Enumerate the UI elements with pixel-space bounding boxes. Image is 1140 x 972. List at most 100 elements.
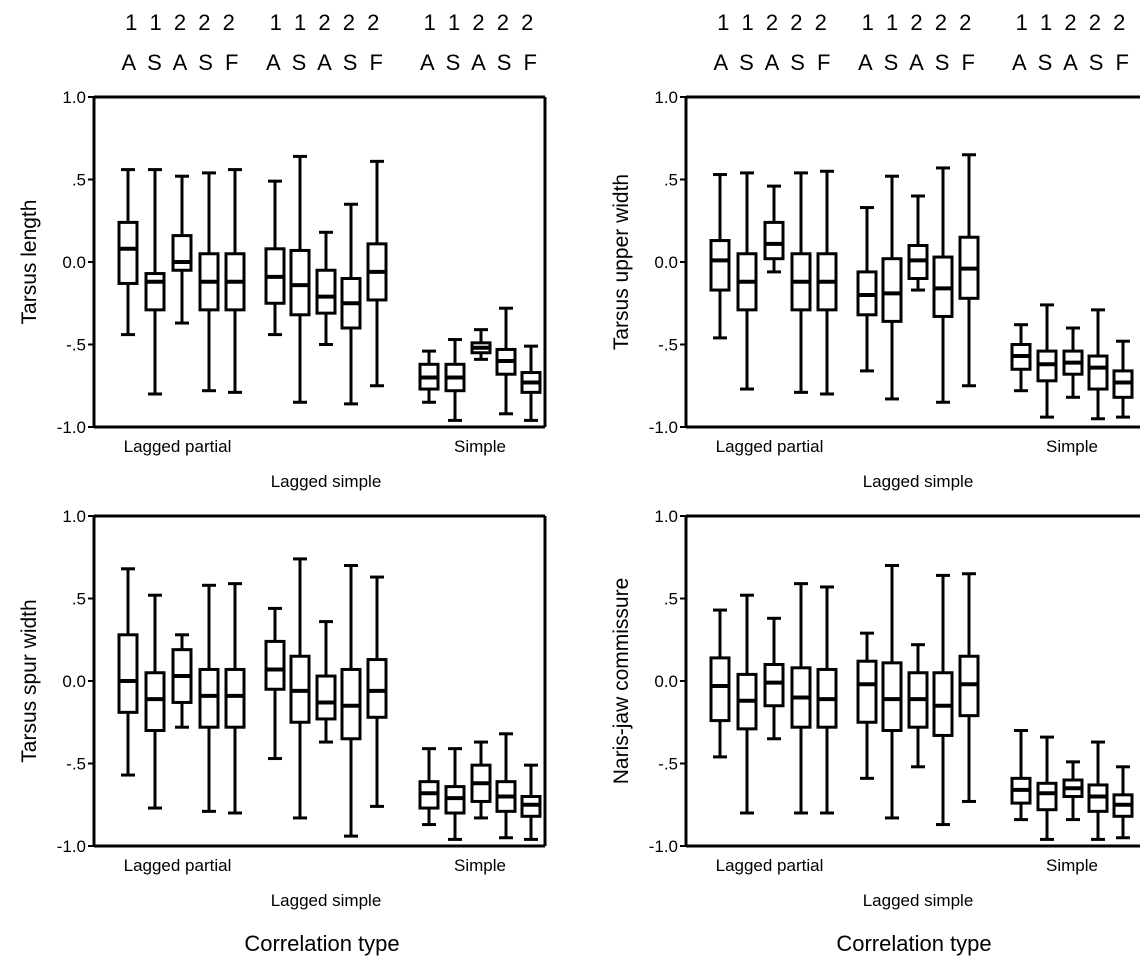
group-type-label: A S A S F <box>122 50 242 75</box>
x-category-label: Simple <box>454 856 506 875</box>
iqr-box <box>315 674 337 721</box>
box-2S <box>790 171 812 394</box>
iqr-box <box>144 272 166 312</box>
y-tick-label: 0.0 <box>62 672 86 691</box>
box-2F <box>1112 765 1134 840</box>
box-1A <box>1010 323 1032 393</box>
x-category-label: Lagged partial <box>124 856 232 875</box>
box-1S <box>881 174 903 401</box>
x-category-label: Lagged simple <box>271 891 382 910</box>
group-period-label: 1 1 2 2 2 <box>270 10 383 35</box>
chart-panel: 1.0 .5 0.0 -.5 -1.0 Tarsus spur width Lagged p… <box>18 507 547 910</box>
iqr-box <box>763 220 785 261</box>
y-axis-label: Naris-jaw commissure <box>610 578 633 785</box>
box-2S <box>1087 308 1109 421</box>
y-tick-label: 0.0 <box>654 672 678 691</box>
x-category-label: Simple <box>1046 437 1098 456</box>
x-category-label: Simple <box>1046 856 1098 875</box>
y-tick-label: -1.0 <box>57 837 86 856</box>
box-2A <box>171 633 193 729</box>
box-2S <box>790 582 812 815</box>
iqr-box <box>117 220 139 285</box>
iqr-box <box>171 234 193 272</box>
box-2A <box>1062 760 1084 822</box>
box-2S <box>495 306 517 416</box>
y-tick-label: .5 <box>664 590 678 609</box>
chart-panel: 1.0 .5 0.0 -.5 -1.0 Tarsus length Lagged parti… <box>18 88 547 491</box>
box-1A <box>856 631 878 780</box>
y-tick-label: .5 <box>72 590 86 609</box>
box-1A <box>264 179 286 337</box>
box-2F <box>366 159 388 388</box>
box-2F <box>224 168 246 394</box>
iqr-box <box>709 239 731 292</box>
box-2F <box>816 585 838 815</box>
box-2F <box>520 344 542 422</box>
y-tick-label: 1.0 <box>654 507 678 526</box>
box-2F <box>958 572 980 803</box>
box-1A <box>117 567 139 777</box>
box-2F <box>366 575 388 808</box>
box-2S <box>198 171 220 393</box>
y-tick-label: 0.0 <box>62 253 86 272</box>
iqr-box <box>315 268 337 315</box>
iqr-box <box>881 661 903 732</box>
group-type-label: A S A S F <box>420 50 540 75</box>
iqr-box <box>289 248 311 317</box>
box-1A <box>709 173 731 340</box>
group-type-label: A S A S F <box>714 50 834 75</box>
box-1A <box>418 349 440 404</box>
iqr-box <box>763 663 785 708</box>
x-axis-title: Correlation type <box>836 931 991 956</box>
box-2F <box>224 582 246 815</box>
box-1S <box>144 593 166 810</box>
box-1S <box>1036 303 1058 419</box>
box-1S <box>736 593 758 815</box>
y-tick-label: -1.0 <box>649 837 678 856</box>
box-2S <box>198 583 220 813</box>
group-period-label: 1 1 2 2 2 <box>424 10 537 35</box>
iqr-box <box>264 639 286 691</box>
y-tick-label: -.5 <box>66 336 86 355</box>
x-category-label: Lagged partial <box>716 437 824 456</box>
box-1S <box>144 168 166 396</box>
y-axis-label: Tarsus upper width <box>610 174 633 350</box>
box-1A <box>1010 729 1032 822</box>
y-tick-label: .5 <box>72 171 86 190</box>
box-1A <box>264 606 286 761</box>
iqr-box <box>117 633 139 714</box>
chart-panel: 1.0 .5 0.0 -.5 -1.0 Naris-jaw commissure Lagge… <box>610 507 1140 910</box>
group-period-label: 1 1 2 2 2 <box>862 10 975 35</box>
box-2F <box>520 763 542 841</box>
x-category-label: Lagged simple <box>863 891 974 910</box>
group-period-label: 1 1 2 2 2 <box>1016 10 1129 35</box>
iqr-box <box>224 667 246 729</box>
group-type-label: A S A S F <box>266 50 386 75</box>
box-1S <box>736 171 758 391</box>
box-2A <box>171 174 193 325</box>
box-2A <box>315 620 337 744</box>
box-2F <box>958 153 980 388</box>
box-1S <box>1036 735 1058 841</box>
box-2A <box>907 194 929 292</box>
box-1S <box>444 338 466 422</box>
box-2S <box>932 573 954 827</box>
y-axis-label: Tarsus spur width <box>18 599 41 762</box>
y-tick-label: -.5 <box>658 755 678 774</box>
group-period-label: 1 1 2 2 2 <box>125 10 238 35</box>
y-tick-label: -.5 <box>658 336 678 355</box>
y-tick-label: 0.0 <box>654 253 678 272</box>
y-tick-label: .5 <box>664 171 678 190</box>
box-2A <box>470 740 492 820</box>
iqr-box <box>144 671 166 732</box>
box-2S <box>1087 740 1109 841</box>
box-1A <box>117 168 139 337</box>
y-tick-label: -1.0 <box>57 418 86 437</box>
x-category-label: Lagged simple <box>271 472 382 491</box>
box-2A <box>763 616 785 741</box>
group-period-label: 1 1 2 2 2 <box>717 10 830 35</box>
chart-panel: 1.0 .5 0.0 -.5 -1.0 Tarsus upper width Lagged … <box>610 88 1140 491</box>
y-tick-label: -.5 <box>66 755 86 774</box>
iqr-box <box>1036 781 1058 812</box>
